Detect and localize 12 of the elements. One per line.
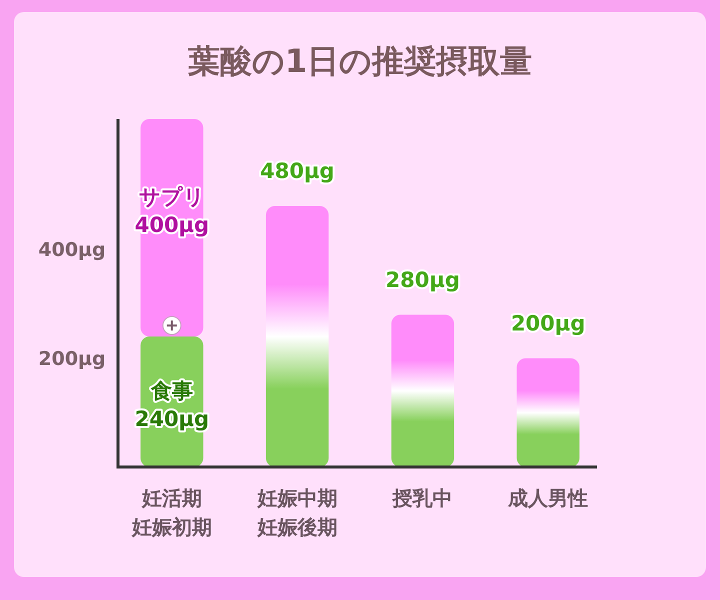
- data-label: 280μg: [386, 268, 460, 292]
- series-label: 食事: [150, 378, 193, 403]
- x-tick-label: 妊娠中期妊娠後期: [256, 486, 338, 539]
- x-tick-label: 妊活期妊娠初期: [130, 486, 212, 539]
- data-label: 200μg: [510, 311, 586, 336]
- bar: [266, 206, 329, 467]
- x-tick-label: 成人男性: [507, 486, 588, 510]
- data-label: 480μg: [260, 159, 334, 183]
- x-tick-label: 授乳中: [392, 486, 453, 510]
- bar: [516, 358, 580, 467]
- chart-title: 葉酸の1日の推奨摂取量: [188, 42, 532, 80]
- bar: [391, 314, 454, 467]
